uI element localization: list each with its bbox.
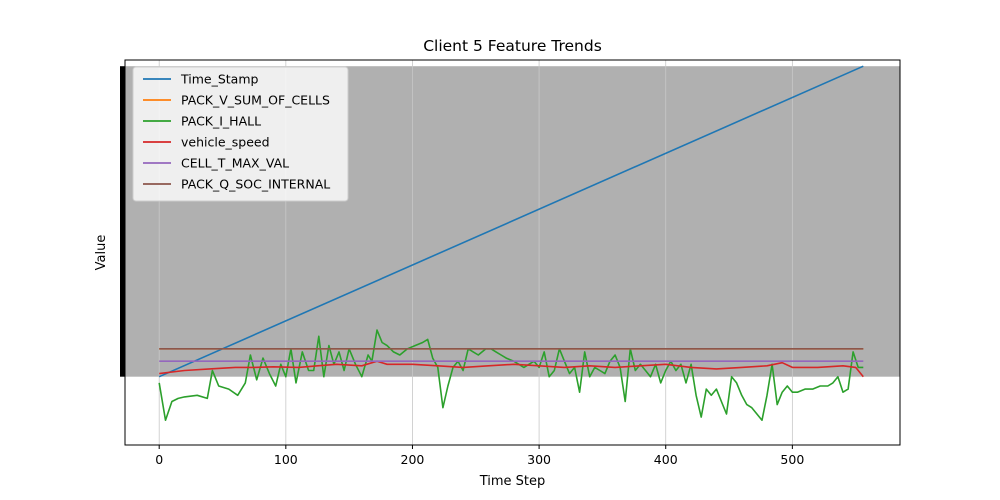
series-line-vehicle-speed: [159, 360, 864, 378]
legend-label: CELL_T_MAX_VAL: [181, 156, 289, 171]
legend-label: vehicle_speed: [181, 135, 270, 150]
left-edge-marker: [120, 66, 125, 377]
legend: Time_Stamp PACK_V_SUM_OF_CELLS PACK_I_HALL…: [132, 66, 349, 202]
plot-frame: [124, 59, 901, 446]
series-line-time-stamp: [158, 65, 864, 378]
x-axis-ticks: 0 100 200 300 400 500: [155, 445, 804, 467]
x-tick-label: 0: [155, 452, 163, 467]
x-tick-label: 500: [780, 452, 804, 467]
series-lines: [158, 65, 864, 421]
x-tick-label: 400: [654, 452, 678, 467]
legend-label: PACK_V_SUM_OF_CELLS: [181, 93, 330, 108]
legend-box: [132, 66, 349, 202]
x-axis-title: Time Step: [479, 474, 546, 489]
chart-title: Client 5 Feature Trends: [423, 37, 602, 55]
x-tick-label: 200: [401, 452, 425, 467]
legend-label: Time_Stamp: [180, 72, 259, 87]
legend-label: PACK_I_HALL: [181, 114, 261, 129]
y-axis-title: Value: [94, 235, 109, 271]
x-tick-label: 300: [527, 452, 551, 467]
legend-label: PACK_Q_SOC_INTERNAL: [181, 177, 330, 192]
x-tick-label: 100: [274, 452, 298, 467]
